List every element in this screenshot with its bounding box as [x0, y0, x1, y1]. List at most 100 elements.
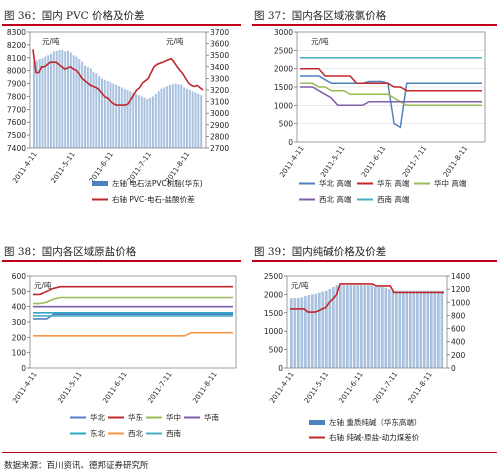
x-tick-label: 2011-6-11 — [88, 151, 115, 185]
bar — [194, 92, 197, 148]
bar — [92, 72, 95, 148]
source-note: 数据来源：百川资讯、德邦证券研究所 — [4, 461, 149, 471]
bar — [98, 75, 101, 148]
y-tick-label: 8200 — [7, 41, 26, 50]
bar — [154, 93, 157, 148]
x-tick-label: 2011-7-11 — [401, 145, 428, 179]
bar — [52, 51, 55, 148]
bar — [137, 95, 140, 148]
y-tick-label: 300 — [12, 318, 27, 327]
bar — [64, 51, 67, 148]
bar — [409, 290, 412, 368]
legend-label: 左轴 电石法PVC树脂(华东) — [112, 178, 203, 188]
legend-label: 右轴 纯碱-原盐-动力煤差价 — [329, 432, 420, 442]
bar — [129, 91, 132, 148]
bar — [50, 53, 52, 148]
y-tick-label: 7900 — [7, 80, 26, 89]
bar — [374, 287, 377, 368]
bar — [61, 50, 64, 148]
y-tick-label: 0 — [21, 364, 26, 373]
bar — [118, 86, 120, 148]
y-tick-label: 3000 — [274, 28, 293, 37]
y-tick-label: 500 — [279, 120, 294, 129]
bar — [81, 61, 84, 148]
bar — [186, 88, 188, 148]
bar — [41, 58, 44, 148]
bar — [416, 290, 419, 368]
bar — [314, 293, 318, 368]
chart-pvc: 7400 7500 7600 7700 7800 7900 8000 8100 8200 8300… — [7, 28, 229, 204]
bar — [143, 97, 146, 148]
bar — [188, 90, 191, 148]
chart-soda: 0 500 1000 1500 2000 2500 0 200 400 600 800 1000 120… — [264, 272, 470, 442]
y-tick-label: 500 — [12, 287, 27, 296]
bar — [325, 290, 328, 368]
bar — [395, 290, 398, 368]
legend-swatch — [309, 420, 325, 425]
bar — [67, 50, 69, 149]
y-tick-label: 600 — [12, 272, 27, 281]
bar — [101, 78, 103, 148]
bar — [112, 83, 115, 148]
bar — [377, 287, 381, 368]
legend-label: 华北 高端 — [319, 178, 352, 188]
y2-tick-label: 0 — [451, 364, 456, 373]
bar — [430, 290, 433, 368]
series-line — [33, 285, 233, 296]
y2-tick-label: 800 — [451, 311, 466, 320]
bar — [426, 290, 430, 368]
bar — [342, 285, 346, 368]
bar — [132, 92, 135, 148]
bar — [384, 287, 388, 368]
unit-label: 元/吨 — [34, 280, 52, 290]
bar — [123, 88, 126, 148]
bar — [200, 95, 203, 148]
y2-tick-label: 3100 — [210, 98, 229, 107]
bar — [405, 290, 409, 368]
legend-label: 西南 — [166, 428, 181, 438]
bar — [412, 290, 416, 368]
bar — [349, 285, 353, 368]
bar — [58, 50, 61, 148]
chart-chlorine: 0 500 1000 1500 2000 2500 3000 2011-4-11 2011-5-… — [274, 28, 486, 204]
legend-label: 华南 — [204, 412, 219, 422]
legend-label: 华北 — [90, 412, 105, 422]
bar — [166, 86, 169, 148]
unit-label: 元/吨 — [291, 280, 309, 290]
series-line — [33, 313, 233, 320]
bar — [120, 87, 123, 148]
bar — [419, 290, 423, 368]
bar — [33, 61, 35, 148]
y-tick-label: 7800 — [7, 92, 26, 101]
bar — [95, 73, 98, 148]
bar — [398, 290, 402, 368]
x-tick-label: 2011-5-11 — [49, 151, 76, 185]
bar — [363, 285, 367, 368]
y-tick-label: 2500 — [274, 46, 293, 55]
y-tick-label: 500 — [269, 346, 284, 355]
y-tick-label: 7700 — [7, 105, 26, 114]
spread-line — [290, 283, 444, 313]
y2-tick-label: 3700 — [210, 28, 229, 37]
bar — [44, 56, 47, 148]
panel-title-soda: 图 39：国内纯碱价格及价差 — [254, 246, 387, 258]
legend-label: 东北 — [90, 428, 105, 438]
series-line — [300, 82, 482, 107]
legend-label: 华东 — [128, 412, 143, 422]
bar — [423, 290, 426, 368]
bar — [370, 285, 374, 368]
bar — [106, 81, 109, 148]
bar — [109, 82, 112, 148]
bar — [388, 288, 391, 368]
x-tick-label: 2011-4-11 — [11, 151, 38, 185]
y2-tick-label: 2900 — [210, 121, 229, 130]
bar — [381, 287, 384, 368]
x-tick-label: 2011-4-11 — [11, 371, 38, 405]
y2-tick-label: 400 — [451, 338, 466, 347]
bar — [304, 296, 307, 368]
series-line — [300, 86, 482, 107]
y-tick-label: 8300 — [7, 28, 26, 37]
bar — [126, 90, 129, 148]
bar — [149, 97, 152, 148]
y2-tick-label: 200 — [451, 351, 466, 360]
